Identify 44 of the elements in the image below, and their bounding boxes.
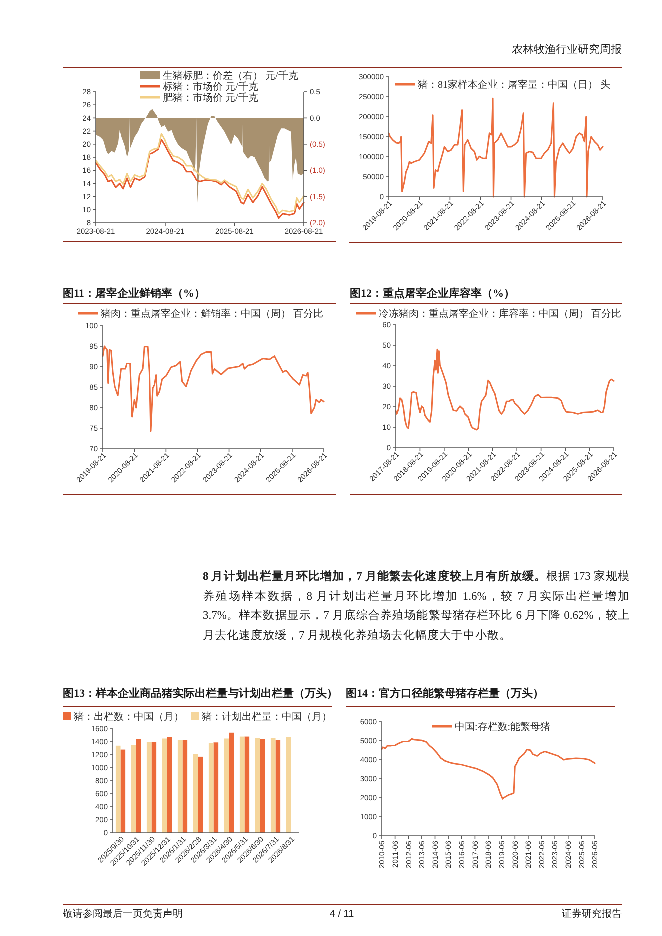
- bar: [182, 740, 188, 833]
- bar: [178, 740, 183, 833]
- bar: [270, 738, 276, 833]
- legend-label: 肥猪：市场价 元/千克: [163, 92, 258, 104]
- chart-title: 图12：重点屠宰企业库容率（%）: [350, 287, 515, 300]
- bar: [286, 737, 292, 833]
- text: 证券研究报告: [561, 909, 622, 922]
- line-series: [395, 348, 615, 431]
- bar: [146, 742, 152, 833]
- legend-label: 猪：81家样本企业：屠宰量：中国（日） 头: [418, 79, 610, 91]
- bar: [162, 738, 168, 833]
- legend-label: 标猪：市场价 元/千克: [162, 81, 258, 93]
- bar: [198, 756, 204, 833]
- bar: [136, 739, 142, 833]
- bar: [116, 746, 121, 833]
- bar: [255, 738, 260, 833]
- text: 8 月计划出栏量月环比增加，7 月能繁去化速度较上月有所放缓。根据 173 家规模养殖场样本数据，8 月计划出栏量月环比增加 1.6%，较 7 月实际出栏量增加 3.7%。样本数据显示，7 月底综合养殖场能繁母猪存栏环比 6 月下降 0.62%，较上月去化速度放缓，7 月规模化养殖场去化幅度大于中小散。: [203, 569, 630, 644]
- legend-label: 生猪标肥：价差（右） 元/千克: [163, 70, 298, 82]
- line-series: [381, 738, 596, 800]
- bar: [229, 732, 234, 833]
- line-series: [102, 346, 325, 432]
- legend-label: 猪：出栏数：中国（月）: [74, 711, 184, 723]
- bar: [131, 745, 136, 833]
- bar: [214, 742, 219, 833]
- bar: [240, 736, 245, 833]
- bar: [120, 750, 126, 833]
- chart-title: 图13：样本企业商品猪实际出栏量与计划出栏量（万头）: [63, 687, 338, 700]
- legend-label: 猪：计划出栏量：中国（月）: [202, 711, 332, 723]
- text: 农林牧渔行业研究周报: [511, 44, 622, 58]
- chart-title: 图14：官方口径能繁母猪存栏量（万头）: [346, 687, 544, 700]
- legend-label: 中国:存栏数:能繁母猪: [455, 721, 551, 733]
- bar: [224, 738, 230, 833]
- bar: [260, 739, 266, 833]
- bar: [244, 736, 250, 833]
- bar: [167, 737, 172, 833]
- bar: [276, 740, 281, 833]
- legend-label: 猪肉：重点屠宰企业：鲜销率：中国（周） 百分比: [101, 308, 324, 320]
- bar: [193, 754, 198, 833]
- bar: [208, 743, 214, 833]
- chart-title: 图11：屠宰企业鲜销率（%）: [63, 287, 206, 300]
- text: 4 / 11: [328, 909, 356, 922]
- text: 敬请参阅最后一页免责声明: [63, 909, 184, 922]
- bar: [152, 742, 157, 833]
- legend-label: 冷冻猪肉：重点屠宰企业：库容率：中国（周） 百分比: [379, 308, 622, 320]
